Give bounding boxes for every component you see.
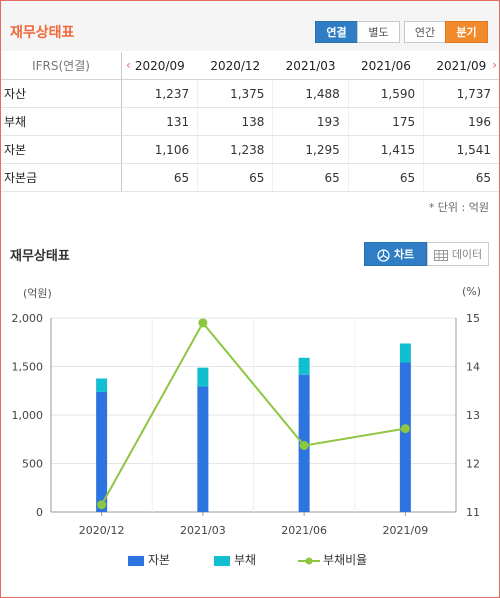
table-cell: 1,590 <box>347 79 424 108</box>
y2-tick-label: 11 <box>466 506 480 519</box>
y2-tick-label: 15 <box>466 312 480 325</box>
equity-swatch <box>128 555 144 566</box>
x-tick-label: 2021/03 <box>180 524 226 537</box>
period-header: 2021/06 <box>348 52 424 80</box>
y-tick-label: 2,000 <box>12 312 44 325</box>
table-cell: 1,237 <box>120 79 198 108</box>
ratio-line <box>100 321 406 506</box>
chart-section-title: 재무상태표 <box>10 249 70 264</box>
x-tick-label: 2021/06 <box>281 524 327 537</box>
period-header: 2021/03 <box>272 52 349 80</box>
annual-button[interactable]: 연간 <box>404 21 446 43</box>
period-label: 2021/09 <box>436 58 487 73</box>
y2-tick-label: 14 <box>466 361 480 374</box>
period-label: 2021/06 <box>361 58 411 73</box>
table-cell: 131 <box>120 107 198 136</box>
y-tick-label: 1,000 <box>12 409 44 422</box>
separate-button[interactable]: 별도 <box>357 21 400 43</box>
y2-tick-label: 12 <box>466 458 480 471</box>
page-title: 재무상태표 <box>10 25 75 41</box>
left-axis-unit: (억원) <box>23 287 52 300</box>
period-label: 2020/09 <box>134 58 185 73</box>
table-cell: 1,737 <box>423 79 499 108</box>
table-cell: 1,295 <box>272 135 349 164</box>
ratio-point <box>400 424 410 434</box>
table-row: 자산 1,237 1,375 1,488 1,590 1,737 <box>1 79 499 108</box>
chart-tab-label: 차트 <box>393 248 415 261</box>
equity-bar <box>96 391 108 512</box>
data-tab-label: 데이터 <box>451 248 483 261</box>
row-label: 자산 <box>1 79 122 108</box>
right-axis-unit: (%) <box>462 285 482 298</box>
pie-chart-icon <box>377 248 390 262</box>
table-cell: 1,415 <box>347 135 424 164</box>
table-grid-icon <box>433 249 448 261</box>
y2-tick-label: 13 <box>466 409 480 422</box>
equity-bar <box>197 386 209 512</box>
table-cell: 138 <box>197 107 273 136</box>
table-cell: 65 <box>347 163 424 192</box>
chart-tab[interactable]: 차트 <box>364 242 427 266</box>
table-row: 자본금 65 65 65 65 65 <box>1 163 499 192</box>
liability-bar <box>197 367 209 387</box>
legend-liability-label: 부채 <box>234 553 257 567</box>
legend-liability: 부채 <box>214 552 256 568</box>
table-cell: 1,541 <box>423 135 499 164</box>
ratio-point <box>97 500 107 510</box>
period-header: ‹ 2020/09 <box>121 52 198 80</box>
data-tab[interactable]: 데이터 <box>427 242 489 266</box>
table-cell: 65 <box>197 163 273 192</box>
table-row: 부채 131 138 193 175 196 <box>1 107 499 136</box>
prev-arrow-icon[interactable]: ‹ <box>126 58 131 72</box>
ratio-point <box>299 441 309 451</box>
table-cell: 65 <box>120 163 198 192</box>
table-header-row: IFRS(연결) ‹ 2020/09 2020/12 2021/03 2021/0… <box>1 52 499 80</box>
next-arrow-icon[interactable]: › <box>492 58 497 72</box>
liability-bar <box>298 357 310 375</box>
liability-bar <box>96 378 108 392</box>
table-cell: 65 <box>423 163 499 192</box>
period-label: 2021/03 <box>285 58 336 73</box>
ratio-line-swatch <box>298 557 320 564</box>
financial-chart: 0 500 1,000 1,500 2,000 11 12 13 14 15 2020/12 20… <box>12 312 481 537</box>
period-label: 2020/12 <box>210 58 261 73</box>
y-tick-label: 1,500 <box>12 361 44 374</box>
y-tick-label: 500 <box>22 458 43 471</box>
legend-equity-label: 자본 <box>148 553 171 567</box>
row-label: 부채 <box>1 107 122 136</box>
table-cell: 1,238 <box>197 135 273 164</box>
row-label: 자본금 <box>1 163 122 192</box>
x-tick-label: 2020/12 <box>79 524 125 537</box>
financial-table: IFRS(연결) ‹ 2020/09 2020/12 2021/03 2021/0… <box>1 52 499 192</box>
table-cell: 196 <box>423 107 499 136</box>
widget-header: 재무상태표 연결 별도 연간 분기 <box>1 1 499 51</box>
legend-ratio-label: 부채비율 <box>323 553 368 567</box>
table-cell: 1,488 <box>272 79 349 108</box>
ratio-point <box>198 318 208 328</box>
row-label: 자본 <box>1 135 122 164</box>
period-header: 2021/09 › <box>423 52 499 80</box>
legend-ratio: 부채비율 <box>298 552 367 568</box>
unit-note: * 단위 : 억원 <box>428 201 489 214</box>
consolidated-button[interactable]: 연결 <box>315 21 358 43</box>
table-cell: 1,106 <box>120 135 198 164</box>
table-cell: 1,375 <box>197 79 273 108</box>
table-row: 자본 1,106 1,238 1,295 1,415 1,541 <box>1 135 499 164</box>
equity-bar <box>399 362 411 512</box>
liability-swatch <box>214 555 230 566</box>
table-cell: 65 <box>272 163 349 192</box>
table-cell: 193 <box>272 107 349 136</box>
ifrs-header: IFRS(연결) <box>1 52 122 80</box>
ifrs-label: IFRS(연결) <box>32 59 90 73</box>
period-header: 2020/12 <box>197 52 273 80</box>
legend-equity: 자본 <box>128 552 170 568</box>
liability-bar <box>399 343 411 363</box>
x-tick-label: 2021/09 <box>383 524 429 537</box>
y-tick-label: 0 <box>36 506 43 519</box>
table-cell: 175 <box>347 107 424 136</box>
quarterly-button[interactable]: 분기 <box>445 21 488 43</box>
